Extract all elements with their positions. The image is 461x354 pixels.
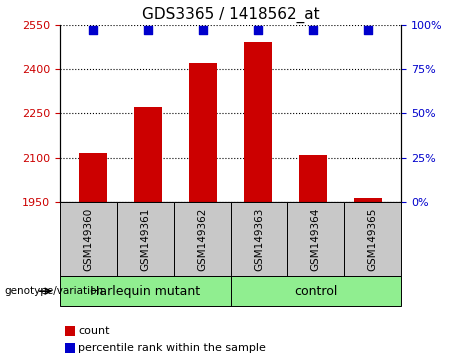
- Point: [254, 27, 262, 33]
- Point: [199, 27, 207, 33]
- Bar: [134, 107, 162, 202]
- Text: count: count: [78, 326, 110, 336]
- Text: GSM149363: GSM149363: [254, 207, 264, 271]
- Point: [89, 27, 97, 33]
- Text: genotype/variation: genotype/variation: [5, 286, 104, 296]
- Title: GDS3365 / 1418562_at: GDS3365 / 1418562_at: [142, 7, 319, 23]
- Text: percentile rank within the sample: percentile rank within the sample: [78, 343, 266, 353]
- Bar: [355, 198, 382, 202]
- Text: control: control: [294, 285, 337, 298]
- Text: GSM149365: GSM149365: [367, 207, 378, 271]
- Text: GSM149360: GSM149360: [83, 207, 94, 270]
- Bar: [299, 155, 327, 202]
- Bar: [79, 153, 106, 202]
- Bar: [189, 63, 217, 202]
- Bar: [244, 42, 272, 202]
- Point: [364, 27, 372, 33]
- Point: [144, 27, 152, 33]
- Text: GSM149361: GSM149361: [140, 207, 150, 271]
- Point: [309, 27, 317, 33]
- Text: Harlequin mutant: Harlequin mutant: [90, 285, 200, 298]
- Text: GSM149364: GSM149364: [311, 207, 321, 271]
- Text: GSM149362: GSM149362: [197, 207, 207, 271]
